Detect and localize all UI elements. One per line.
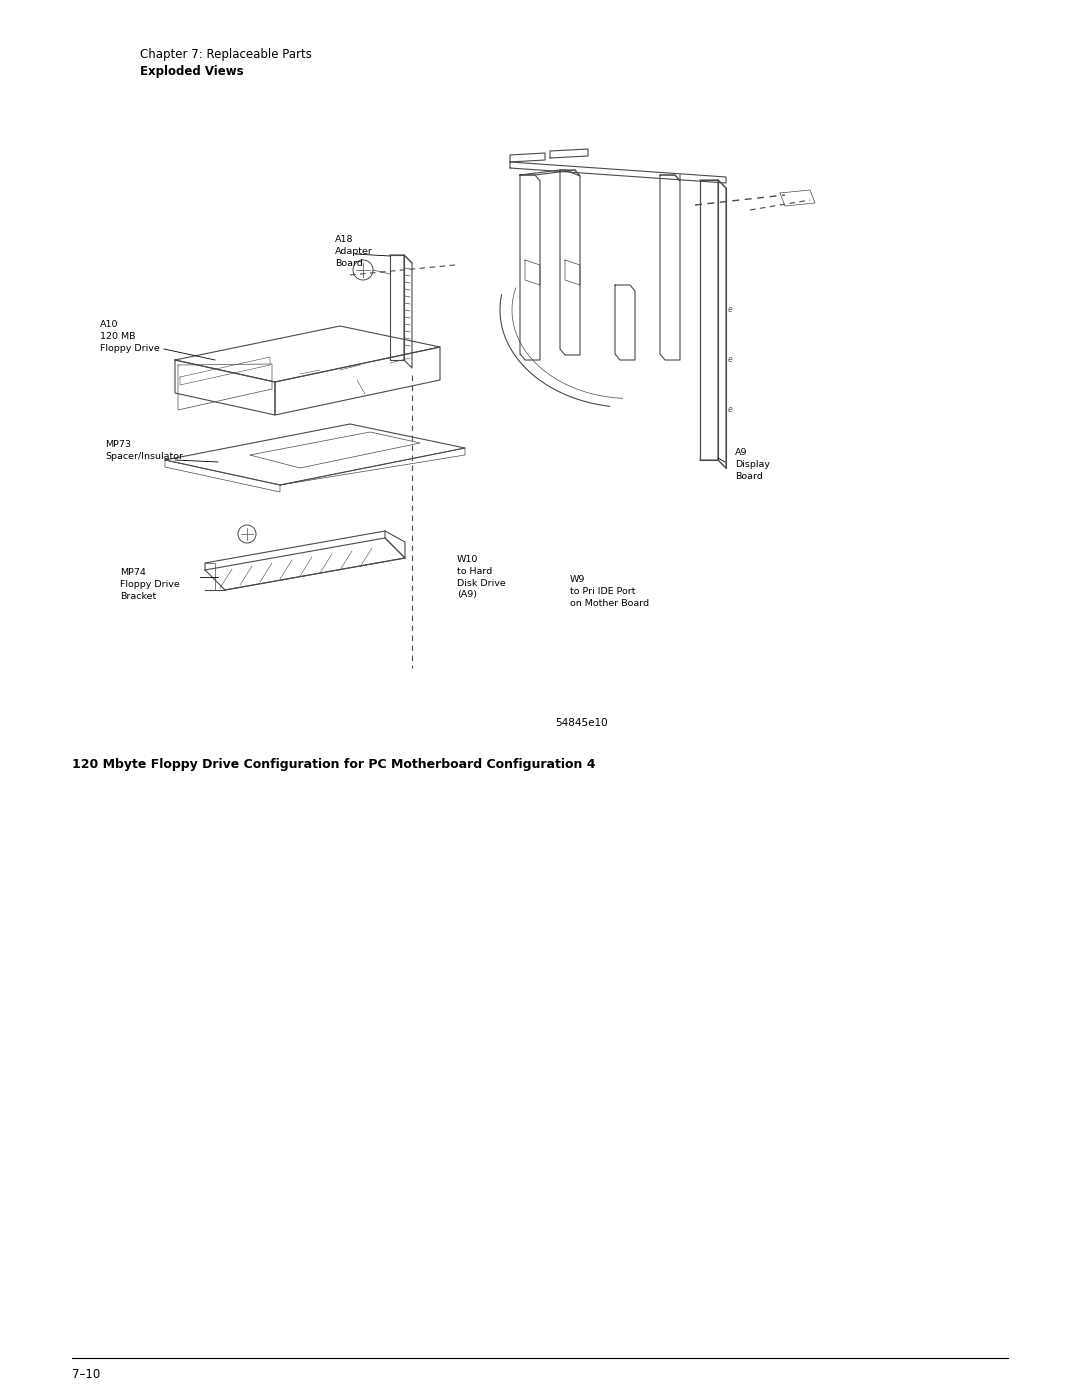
Text: W10
to Hard
Disk Drive
(A9): W10 to Hard Disk Drive (A9) bbox=[457, 555, 505, 599]
Text: W9
to Pri IDE Port
on Mother Board: W9 to Pri IDE Port on Mother Board bbox=[570, 576, 649, 608]
Text: 7–10: 7–10 bbox=[72, 1368, 100, 1382]
Text: e: e bbox=[728, 306, 732, 314]
Text: 120 Mbyte Floppy Drive Configuration for PC Motherboard Configuration 4: 120 Mbyte Floppy Drive Configuration for… bbox=[72, 759, 595, 771]
Text: A9
Display
Board: A9 Display Board bbox=[735, 448, 770, 481]
Text: MP73
Spacer/Insulator: MP73 Spacer/Insulator bbox=[105, 440, 183, 461]
Text: Exploded Views: Exploded Views bbox=[140, 66, 244, 78]
Text: Chapter 7: Replaceable Parts: Chapter 7: Replaceable Parts bbox=[140, 47, 312, 61]
Text: A10
120 MB
Floppy Drive: A10 120 MB Floppy Drive bbox=[100, 320, 160, 352]
Text: 54845e10: 54845e10 bbox=[555, 718, 608, 728]
Text: e: e bbox=[728, 405, 732, 415]
Text: e: e bbox=[728, 355, 732, 365]
Text: A18
Adapter
Board: A18 Adapter Board bbox=[335, 235, 373, 268]
Text: MP74
Floppy Drive
Bracket: MP74 Floppy Drive Bracket bbox=[120, 569, 179, 601]
